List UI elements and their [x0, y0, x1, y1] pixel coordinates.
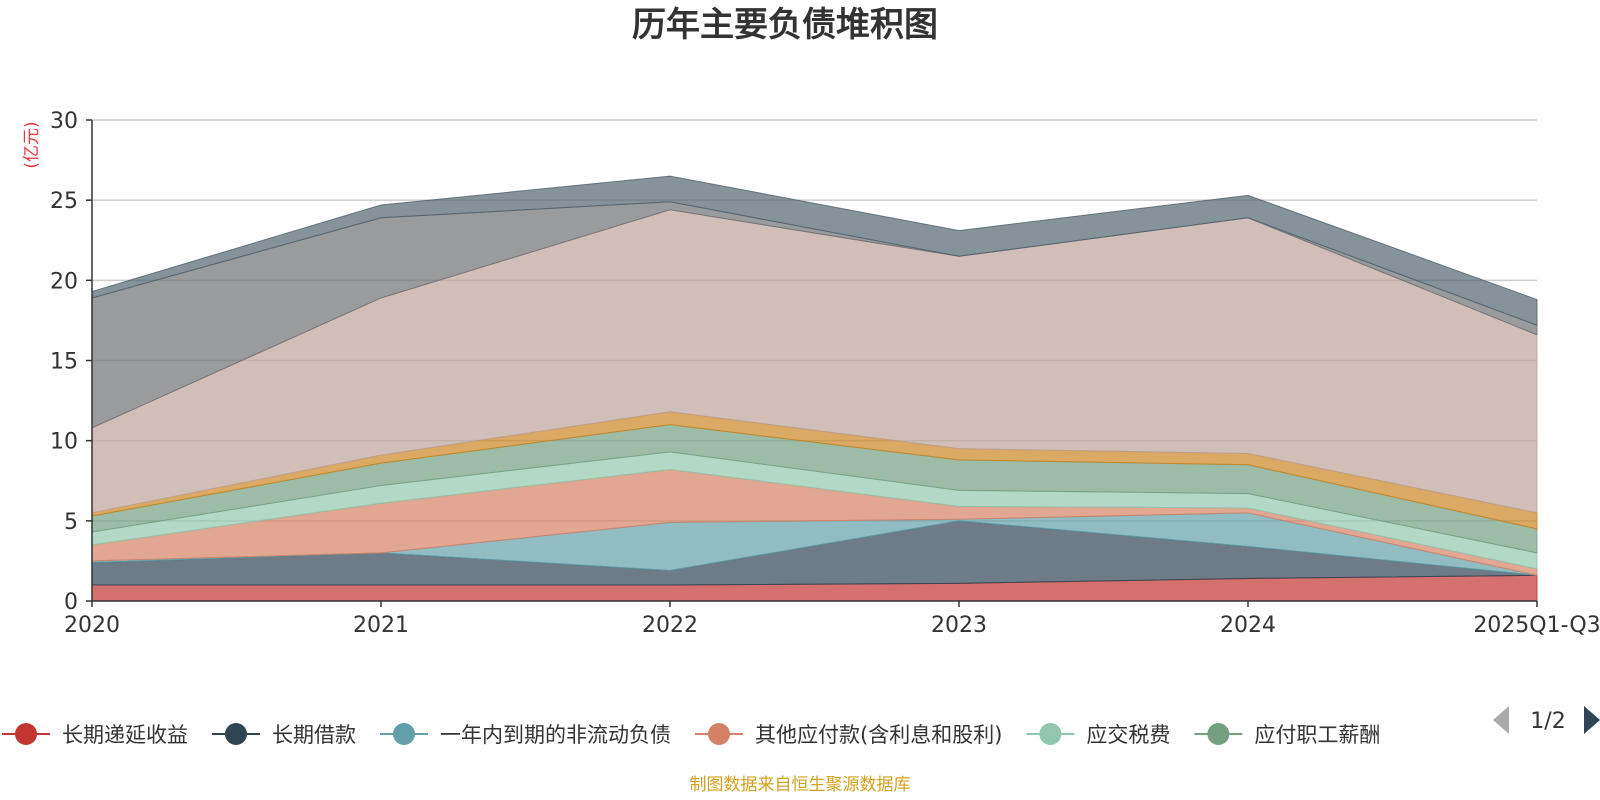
- legend-item[interactable]: 其他应付款(含利息和股利): [695, 723, 1002, 747]
- legend-items[interactable]: 长期递延收益 长期借款 一年内到期的非流动负债 其他应付款(含利息和股利) 应交税费 应付…: [2, 723, 1380, 747]
- x-tick-label: 2024: [1220, 613, 1276, 638]
- legend-circle-marker: [393, 723, 415, 745]
- area-series-group: [91, 175, 1538, 602]
- legend-label: 应交税费: [1086, 723, 1170, 747]
- legend-item[interactable]: 长期借款: [212, 723, 356, 747]
- x-tick-label: 2021: [353, 613, 409, 638]
- legend-pager[interactable]: 1/2: [1493, 706, 1600, 734]
- legend-label: 应付职工薪酬: [1254, 723, 1380, 747]
- y-axis-unit-label: (亿元): [22, 121, 42, 168]
- x-tick-label: 2023: [931, 613, 987, 638]
- legend-prev-page-icon[interactable]: [1493, 706, 1509, 734]
- legend-label: 其他应付款(含利息和股利): [755, 723, 1002, 747]
- legend-circle-marker: [225, 723, 247, 745]
- legend-page-indicator: 1/2: [1530, 709, 1565, 734]
- legend-label: 一年内到期的非流动负债: [440, 723, 671, 747]
- legend-label: 长期递延收益: [62, 723, 188, 747]
- tick-labels: 0 5 10 15 20 25 30 2020 2021 2022 2023 2024 2025Q1-Q…: [50, 109, 1600, 638]
- legend-next-page-icon[interactable]: [1584, 706, 1600, 734]
- x-tick-label: 2020: [64, 613, 120, 638]
- legend-circle-marker: [1039, 723, 1062, 745]
- legend-circle-marker: [1207, 723, 1230, 745]
- area-series-9[interactable]: [91, 175, 1538, 326]
- data-source-note: 制图数据来自恒生聚源数据库: [690, 775, 911, 795]
- chart-title: 历年主要负债堆积图: [632, 5, 938, 45]
- legend[interactable]: 长期递延收益 长期借款 一年内到期的非流动负债 其他应付款(含利息和股利) 应交税费 应付…: [2, 723, 1380, 747]
- legend-item[interactable]: 一年内到期的非流动负债: [380, 723, 671, 747]
- y-tick-label: 5: [64, 510, 78, 535]
- y-tick-label: 25: [50, 189, 78, 214]
- y-tick-label: 20: [50, 269, 78, 294]
- axes: [86, 119, 1538, 607]
- x-tick-label: 2025Q1-Q3: [1473, 613, 1600, 638]
- legend-circle-marker: [15, 723, 37, 745]
- y-tick-label: 30: [50, 109, 78, 134]
- legend-label: 长期借款: [272, 723, 356, 747]
- y-tick-label: 15: [50, 350, 78, 375]
- x-tick-label: 2022: [642, 613, 698, 638]
- legend-item[interactable]: 应交税费: [1026, 723, 1170, 747]
- y-tick-label: 0: [64, 590, 78, 615]
- y-tick-label: 10: [50, 430, 78, 455]
- legend-item[interactable]: 应付职工薪酬: [1194, 723, 1380, 747]
- legend-circle-marker: [708, 723, 730, 745]
- legend-item[interactable]: 长期递延收益: [2, 723, 188, 747]
